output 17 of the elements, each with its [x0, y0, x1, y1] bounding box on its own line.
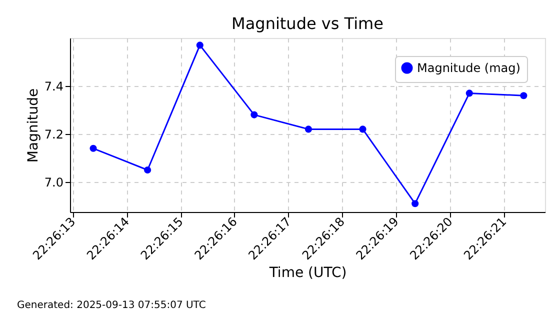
y-axis-title: Magnitude: [25, 88, 42, 163]
point: [90, 144, 97, 152]
y-tick-label: 7.4: [44, 80, 64, 94]
point: [412, 200, 419, 208]
chart-title: Magnitude vs Time: [232, 14, 384, 33]
x-axis-title: Time (UTC): [268, 264, 347, 281]
point: [144, 166, 152, 174]
point: [359, 126, 366, 133]
point: [466, 90, 473, 97]
legend-label: Magnitude (mag): [417, 61, 520, 75]
point: [250, 111, 258, 118]
y-tick-label: 7.2: [44, 128, 64, 142]
text: Generated: 2025-09-13 07:55:07 UTC: [17, 300, 206, 311]
point: [196, 42, 204, 49]
point: [520, 92, 528, 100]
point: [304, 126, 312, 133]
y-tick-label: 7.0: [44, 176, 64, 190]
